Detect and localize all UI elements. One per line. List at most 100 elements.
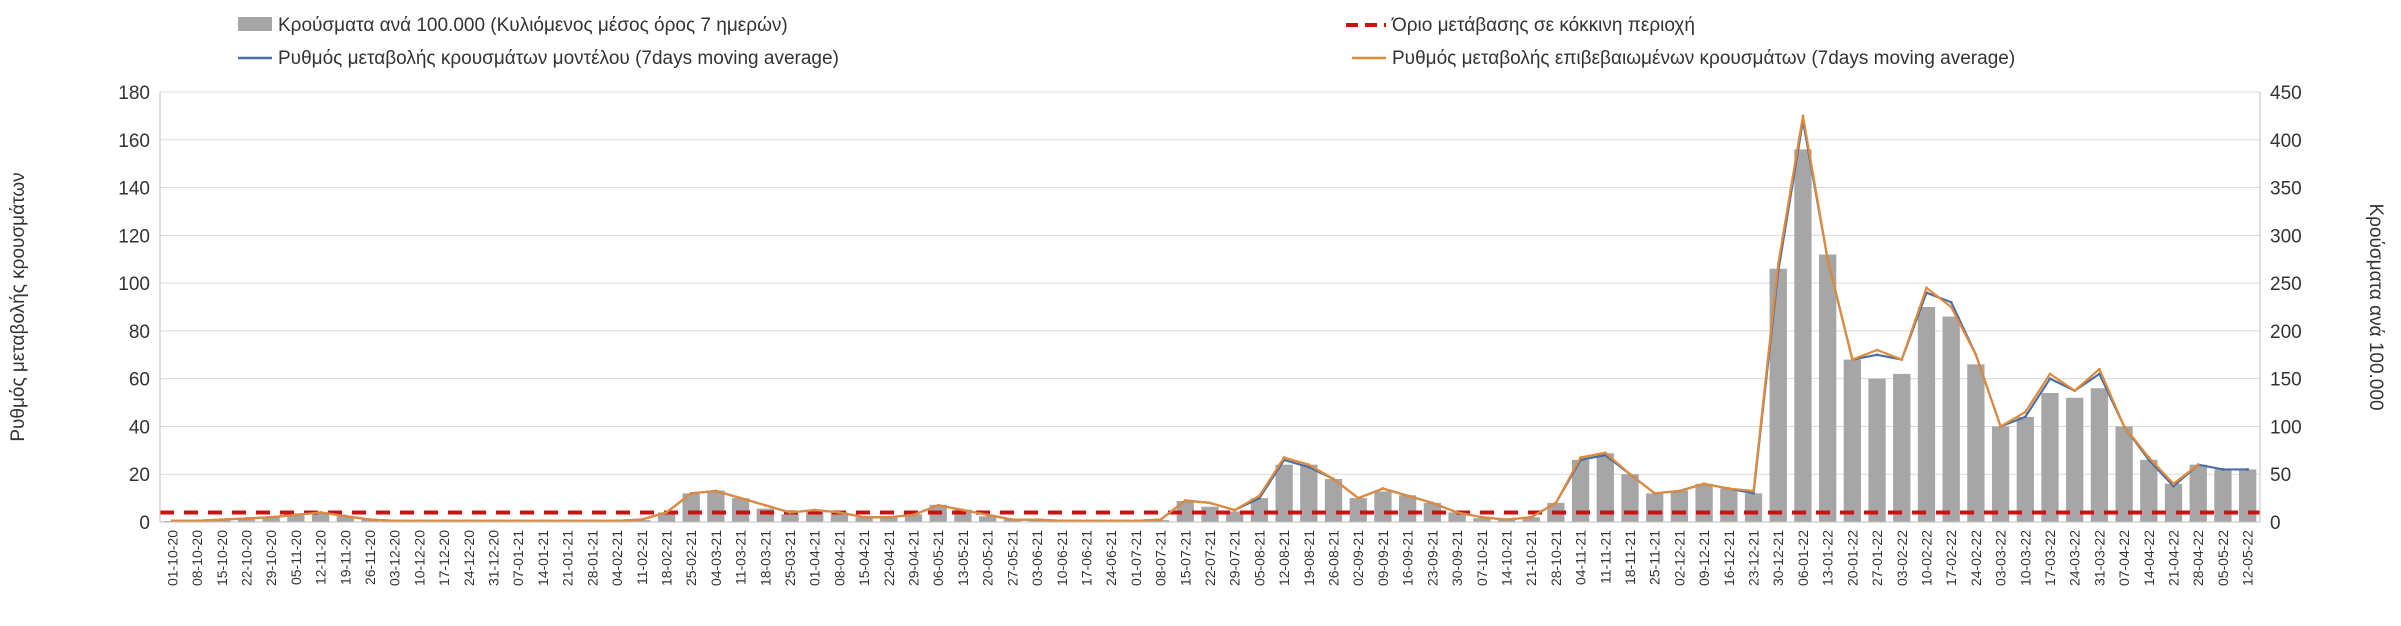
series-point-1 bbox=[1752, 491, 1755, 495]
x-tick-label: 17-02-22 bbox=[1943, 530, 1959, 586]
bar bbox=[1300, 464, 1318, 522]
x-tick-label: 23-12-21 bbox=[1746, 530, 1762, 586]
x-tick-label: 28-10-21 bbox=[1548, 530, 1564, 586]
x-tick-label: 11-02-21 bbox=[634, 530, 650, 585]
series-point-2 bbox=[1356, 496, 1360, 500]
series-point-2 bbox=[862, 515, 866, 519]
bar bbox=[904, 514, 923, 522]
bar bbox=[1744, 493, 1763, 522]
x-tick-label: 03-02-22 bbox=[1894, 530, 1910, 586]
x-tick-label: 03-06-21 bbox=[1029, 530, 1045, 586]
x-tick-label: 29-10-20 bbox=[263, 530, 279, 586]
x-tick-label: 24-02-22 bbox=[1968, 530, 1984, 586]
left-axis-title: Ρυθμός μεταβολής κρουσμάτων bbox=[8, 172, 29, 441]
left-tick-label: 0 bbox=[139, 513, 150, 534]
x-tick-label: 26-11-20 bbox=[362, 530, 378, 585]
series-point-2 bbox=[2196, 463, 2200, 467]
series-point-2 bbox=[763, 503, 767, 507]
x-tick-label: 20-01-22 bbox=[1844, 530, 1860, 586]
bar bbox=[1349, 498, 1367, 522]
left-tick-label: 20 bbox=[129, 465, 150, 486]
x-tick-label: 18-11-21 bbox=[1622, 530, 1638, 585]
series-point-2 bbox=[1826, 257, 1830, 261]
gridlines bbox=[160, 91, 2260, 523]
legend: Κρούσματα ανά 100.000 (Κυλιόμενος μέσος … bbox=[238, 15, 2015, 69]
x-tick-label: 16-12-21 bbox=[1721, 530, 1737, 586]
series-line-1 bbox=[172, 119, 2248, 522]
x-tick-label: 25-03-21 bbox=[782, 530, 798, 586]
x-tick-label: 08-04-21 bbox=[831, 530, 847, 586]
bar bbox=[1473, 518, 1491, 522]
series-point-2 bbox=[1282, 456, 1286, 459]
x-tick-label: 14-01-21 bbox=[535, 530, 551, 586]
series-point-2 bbox=[2073, 389, 2077, 393]
series-point-2 bbox=[1850, 358, 1854, 361]
left-tick-label: 180 bbox=[118, 83, 150, 104]
series-point-2 bbox=[813, 508, 817, 512]
x-tick-label: 23-09-21 bbox=[1424, 530, 1440, 586]
x-tick-label: 08-07-21 bbox=[1153, 530, 1169, 586]
bar bbox=[213, 520, 231, 522]
series-point-2 bbox=[1801, 114, 1805, 118]
right-tick-label: 0 bbox=[2270, 513, 2281, 534]
bar bbox=[2140, 459, 2158, 522]
bar bbox=[806, 510, 824, 522]
series-point-2 bbox=[269, 515, 273, 519]
series-point-2 bbox=[1900, 358, 1904, 361]
bar bbox=[2066, 397, 2084, 522]
x-tick-label: 25-02-21 bbox=[683, 530, 699, 586]
series-point-1 bbox=[2221, 468, 2225, 471]
series-point-2 bbox=[368, 518, 372, 522]
series-point-2 bbox=[1430, 501, 1434, 505]
bar bbox=[731, 498, 750, 522]
bar bbox=[1646, 493, 1664, 522]
series-point-1 bbox=[1258, 496, 1261, 500]
bar bbox=[1769, 268, 1787, 522]
series-point-2 bbox=[887, 515, 891, 519]
bar bbox=[336, 516, 354, 522]
series-point-2 bbox=[1529, 515, 1533, 519]
x-tick-label: 03-12-20 bbox=[387, 530, 403, 586]
bar bbox=[1151, 520, 1170, 522]
series-point-1 bbox=[2172, 484, 2175, 488]
bar bbox=[1670, 490, 1689, 522]
x-tick-label: 02-12-21 bbox=[1671, 530, 1687, 586]
x-tick-label: 16-09-21 bbox=[1400, 530, 1416, 586]
right-tick-label: 200 bbox=[2270, 322, 2302, 343]
series-point-2 bbox=[1159, 518, 1162, 522]
x-tick-label: 22-07-21 bbox=[1202, 530, 1218, 586]
series-point-2 bbox=[2122, 425, 2126, 428]
x-tick-label: 27-05-21 bbox=[1004, 530, 1020, 586]
series-point-2 bbox=[1974, 353, 1978, 357]
bar bbox=[1967, 364, 1985, 522]
x-tick-label: 14-04-22 bbox=[2141, 530, 2157, 586]
series-point-2 bbox=[961, 508, 965, 512]
left-tick-label: 80 bbox=[129, 322, 150, 343]
x-tick-label: 30-09-21 bbox=[1449, 530, 1465, 586]
x-tick-label: 10-06-21 bbox=[1054, 530, 1070, 586]
bar bbox=[262, 517, 280, 522]
series-point-2 bbox=[1183, 499, 1187, 502]
series-point-2 bbox=[1925, 286, 1928, 290]
bar bbox=[2016, 416, 2034, 522]
series-point-2 bbox=[2023, 410, 2027, 414]
right-tick-label: 250 bbox=[2270, 274, 2302, 295]
right-tick-label: 300 bbox=[2270, 226, 2302, 247]
bar bbox=[1399, 495, 1417, 522]
line-series bbox=[170, 114, 2250, 523]
x-tick-label: 15-10-20 bbox=[214, 530, 230, 586]
x-tick-label: 18-02-21 bbox=[658, 530, 674, 586]
series-point-1 bbox=[2048, 377, 2052, 381]
series-point-2 bbox=[1678, 489, 1681, 493]
x-tick-label: 26-08-21 bbox=[1326, 530, 1342, 586]
bar bbox=[2090, 388, 2109, 522]
x-tick-label: 24-12-20 bbox=[461, 530, 477, 586]
axes: 0 20 40 60 80 100 120 140 160 180 0 50 100 150 200 250 3… bbox=[8, 83, 2386, 586]
x-tick-label: 18-03-21 bbox=[757, 530, 773, 586]
x-tick-label: 05-05-22 bbox=[2215, 530, 2231, 586]
right-tick-label: 100 bbox=[2270, 417, 2302, 438]
series-point-2 bbox=[1752, 489, 1755, 493]
series-point-2 bbox=[245, 517, 248, 520]
legend-label-confirmed-line: Ρυθμός μεταβολής επιβεβαιωμένων κρουσμάτ… bbox=[1392, 48, 2015, 69]
